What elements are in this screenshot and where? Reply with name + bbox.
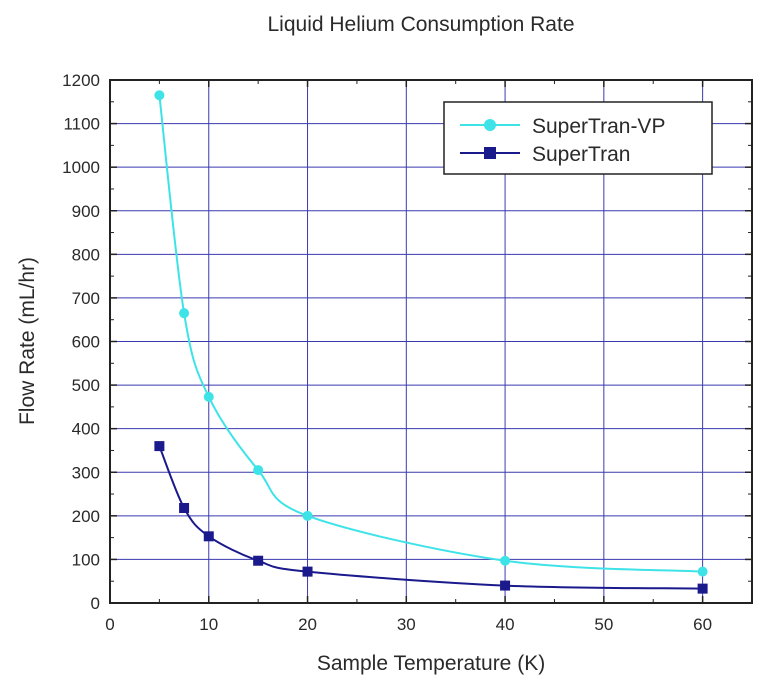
series xyxy=(154,90,708,594)
x-tick-label: 50 xyxy=(594,615,613,634)
legend: SuperTran-VP SuperTran xyxy=(443,101,713,175)
x-tick-label: 30 xyxy=(397,615,416,634)
data-point xyxy=(302,566,313,577)
data-point xyxy=(203,391,214,402)
series-line xyxy=(158,95,703,573)
data-point xyxy=(697,566,708,577)
y-tick-label: 800 xyxy=(72,245,100,264)
y-tick-label: 700 xyxy=(72,289,100,308)
legend-label: SuperTran xyxy=(532,143,630,166)
data-point xyxy=(253,555,264,566)
x-tick-label: 10 xyxy=(199,615,218,634)
data-point xyxy=(154,441,165,452)
x-tick-label: 40 xyxy=(496,615,515,634)
y-tick-label: 500 xyxy=(72,376,100,395)
data-point xyxy=(253,465,264,476)
data-point xyxy=(500,580,511,591)
legend-box xyxy=(443,101,713,175)
x-axis-label: Sample Temperature (K) xyxy=(317,652,545,675)
data-point xyxy=(179,308,190,319)
y-tick-label: 1000 xyxy=(62,158,100,177)
y-axis-label: Flow Rate (mL/hr) xyxy=(16,257,39,425)
data-point xyxy=(203,531,214,542)
x-tick-label: 20 xyxy=(298,615,317,634)
series-line xyxy=(158,445,703,590)
x-tick-label: 60 xyxy=(693,615,712,634)
y-tick-label: 1200 xyxy=(62,71,100,90)
data-point xyxy=(179,502,190,513)
data-point xyxy=(500,555,511,566)
legend-marker xyxy=(484,147,496,159)
y-tick-label: 600 xyxy=(72,333,100,352)
y-tick-label: 0 xyxy=(91,594,100,613)
legend-marker xyxy=(484,119,496,131)
y-tick-label: 200 xyxy=(72,507,100,526)
y-tick-label: 400 xyxy=(72,420,100,439)
y-tick-label: 100 xyxy=(72,550,100,569)
data-point xyxy=(302,510,313,521)
data-point xyxy=(697,583,708,594)
x-tick-label: 0 xyxy=(105,615,114,634)
y-tick-label: 1100 xyxy=(63,115,100,134)
axis-ticks: 0 10 20 30 40 50 60010020030040050060070080090… xyxy=(62,71,752,634)
y-tick-label: 900 xyxy=(72,202,100,221)
legend-label: SuperTran-VP xyxy=(532,115,665,138)
data-point xyxy=(154,90,165,101)
chart-title: Liquid Helium Consumption Rate xyxy=(268,13,575,36)
y-tick-label: 300 xyxy=(72,463,100,482)
